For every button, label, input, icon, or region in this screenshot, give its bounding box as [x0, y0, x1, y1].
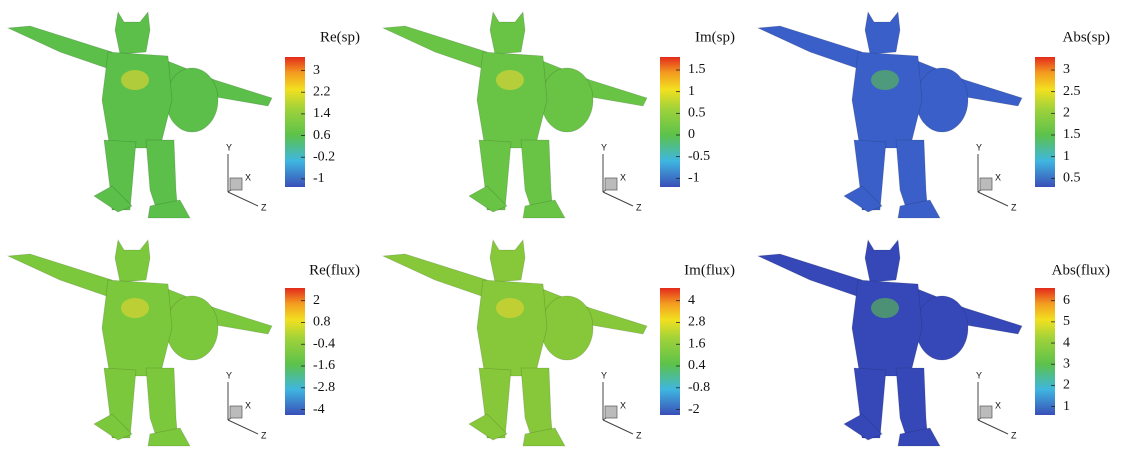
panel-title: Im(flux) — [684, 262, 735, 278]
colorbar-tick-label: 0 — [688, 127, 695, 142]
triad-label: X — [245, 172, 251, 182]
triad-label: Y — [226, 142, 232, 152]
colorbar-tick-label: 1.6 — [688, 336, 706, 351]
colorbar — [285, 57, 305, 187]
colorbar-tick-label: 0.4 — [688, 358, 706, 373]
triad-label: Z — [1011, 202, 1017, 212]
panel: Abs(sp) 3 2.5 2 1.5 1 0.5 Y X Z — [757, 11, 1111, 219]
panel: Im(sp) 1.5 1 0.5 0 -0.5 -1 Y X Z — [382, 11, 735, 219]
colorbar-tick-label: 2.8 — [688, 315, 706, 330]
panel-title: Re(flux) — [309, 262, 360, 278]
surface-highlight — [121, 298, 149, 318]
triad-cube — [604, 405, 618, 419]
colorbar-tick-label: -1 — [688, 171, 700, 186]
surface-highlight — [496, 298, 524, 318]
surface-highlight — [871, 70, 899, 90]
colorbar-tick-label: 1 — [1063, 399, 1070, 414]
colorbar-tick-label: 2.2 — [313, 84, 331, 99]
triad-axis — [977, 191, 1009, 207]
colorbar-tick-label: -1 — [313, 171, 325, 186]
colorbar-tick-label: -1.6 — [313, 358, 335, 373]
panel-title: Im(sp) — [695, 29, 735, 45]
triad-label: Y — [601, 370, 607, 380]
colorbar-tick-label: 1 — [1063, 149, 1070, 164]
colorbar-tick-label: 2 — [1063, 106, 1070, 121]
colorbar-tick-label: 5 — [1063, 314, 1070, 329]
colorbar-tick-label: 0.5 — [688, 106, 706, 121]
triad-label: X — [620, 400, 626, 410]
colorbar-tick-label: -2.8 — [313, 380, 335, 395]
triad-cube — [979, 177, 993, 191]
colorbar — [285, 288, 305, 415]
panel: Re(sp) 3 2.2 1.4 0.6 -0.2 -1 Y X Z — [7, 11, 360, 219]
panel-title: Abs(sp) — [1063, 29, 1111, 45]
triad-cube — [229, 177, 243, 191]
triad-cube — [979, 405, 993, 419]
colorbar-tick-label: -0.4 — [313, 336, 335, 351]
triad-label: X — [620, 172, 626, 182]
colorbar-tick-label: 3 — [1063, 62, 1070, 77]
triad-label: Y — [976, 370, 982, 380]
panel: Re(flux) 2 0.8 -0.4 -1.6 -2.8 -4 Y X Z — [7, 239, 360, 447]
colorbar-tick-label: 0.8 — [313, 315, 331, 330]
colorbar-tick-label: 6 — [1063, 293, 1070, 308]
triad-axis — [227, 191, 259, 207]
colorbar-tick-label: -0.5 — [688, 149, 710, 164]
colorbar-tick-label: 1.5 — [1063, 127, 1081, 142]
colorbar-tick-label: 0.5 — [1063, 171, 1081, 186]
triad-axis — [602, 191, 634, 207]
triad-axis — [227, 419, 259, 435]
colorbar-tick-label: 2 — [313, 293, 320, 308]
triad-label: X — [995, 400, 1001, 410]
colorbar — [660, 288, 680, 415]
colorbar-tick-label: 1.5 — [688, 62, 706, 77]
triad-label: X — [995, 172, 1001, 182]
triad-cube — [604, 177, 618, 191]
colorbar — [1035, 57, 1055, 187]
triad-label: Y — [226, 370, 232, 380]
colorbar-tick-label: -2 — [688, 402, 700, 417]
colorbar-tick-label: 2 — [1063, 378, 1070, 393]
panel: Abs(flux) 6 5 4 3 2 1 Y X Z — [757, 239, 1110, 447]
colorbar — [660, 57, 680, 187]
colorbar-tick-label: -0.8 — [688, 380, 710, 395]
triad-label: Z — [261, 430, 267, 440]
colorbar-tick-label: 3 — [313, 63, 320, 78]
triad-label: Y — [601, 142, 607, 152]
colorbar-tick-label: 4 — [1063, 335, 1070, 350]
triad-label: Z — [636, 430, 642, 440]
colorbar-tick-label: 1 — [688, 84, 695, 99]
colorbar-tick-label: 1.4 — [313, 106, 331, 121]
surface-highlight — [871, 298, 899, 318]
triad-label: Z — [1011, 430, 1017, 440]
colorbar-tick-label: -0.2 — [313, 149, 335, 164]
colorbar-tick-label: -4 — [313, 402, 325, 417]
colorbar-tick-label: 2.5 — [1063, 84, 1081, 99]
triad-axis — [602, 419, 634, 435]
colorbar-tick-label: 0.6 — [313, 128, 331, 143]
colorbar — [1035, 288, 1055, 415]
triad-label: X — [245, 400, 251, 410]
triad-label: Y — [976, 142, 982, 152]
surface-highlight — [121, 70, 149, 90]
surface-highlight — [496, 70, 524, 90]
triad-cube — [229, 405, 243, 419]
colorbar-tick-label: 3 — [1063, 356, 1070, 371]
triad-label: Z — [636, 202, 642, 212]
colorbar-tick-label: 4 — [688, 293, 695, 308]
triad-label: Z — [261, 202, 267, 212]
panel: Im(flux) 4 2.8 1.6 0.4 -0.8 -2 Y X Z — [382, 239, 735, 447]
triad-axis — [977, 419, 1009, 435]
panel-title: Abs(flux) — [1052, 262, 1110, 278]
panel-title: Re(sp) — [320, 29, 360, 45]
